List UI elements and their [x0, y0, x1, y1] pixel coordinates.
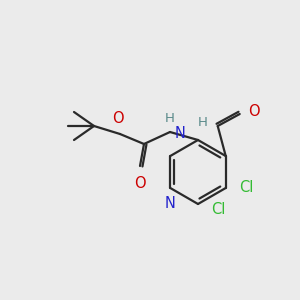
Text: H: H: [198, 116, 208, 128]
Text: O: O: [134, 176, 146, 191]
Text: H: H: [165, 112, 175, 125]
Text: N: N: [175, 127, 186, 142]
Text: Cl: Cl: [239, 181, 253, 196]
Text: O: O: [248, 104, 259, 119]
Text: Cl: Cl: [211, 202, 225, 217]
Text: N: N: [165, 196, 176, 211]
Text: O: O: [112, 111, 124, 126]
